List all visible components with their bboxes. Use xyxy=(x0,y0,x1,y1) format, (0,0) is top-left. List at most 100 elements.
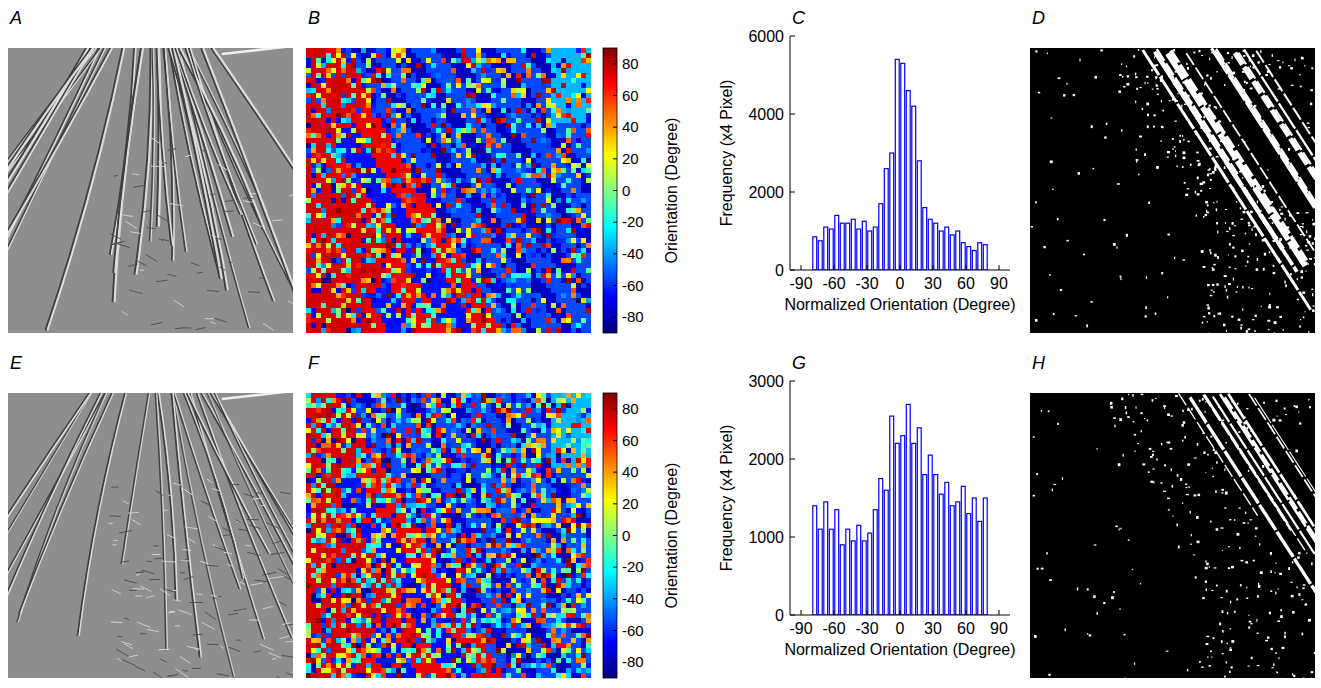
map-pixel xyxy=(451,118,456,123)
map-pixel xyxy=(331,108,336,113)
image-wrinkle xyxy=(288,301,293,308)
map-pixel xyxy=(521,153,526,158)
map-pixel xyxy=(581,108,586,113)
map-pixel xyxy=(471,158,476,163)
image-wrinkle xyxy=(225,200,234,201)
map-pixel xyxy=(581,183,586,188)
map-pixel xyxy=(481,183,486,188)
map-pixel xyxy=(501,108,506,113)
map-pixel xyxy=(461,48,466,53)
map-pixel xyxy=(501,133,506,138)
image-wrinkle xyxy=(167,149,176,150)
map-pixel xyxy=(381,138,386,143)
map-pixel xyxy=(411,73,416,78)
map-pixel xyxy=(526,73,531,78)
map-pixel xyxy=(436,73,441,78)
map-pixel xyxy=(426,78,431,83)
map-pixel xyxy=(306,203,311,208)
map-pixel xyxy=(476,108,481,113)
map-pixel xyxy=(401,68,406,73)
image-streak xyxy=(202,48,293,320)
map-pixel xyxy=(551,73,556,78)
map-pixel xyxy=(506,83,511,88)
map-pixel xyxy=(446,158,451,163)
map-pixel xyxy=(306,58,311,63)
map-pixel xyxy=(471,53,476,58)
map-pixel xyxy=(401,153,406,158)
map-pixel xyxy=(421,113,426,118)
map-pixel xyxy=(311,128,316,133)
map-pixel xyxy=(311,58,316,63)
image-wrinkle xyxy=(210,193,215,195)
map-pixel xyxy=(491,203,496,208)
map-pixel xyxy=(336,118,341,123)
map-pixel xyxy=(386,198,391,203)
map-pixel xyxy=(561,53,566,58)
map-pixel xyxy=(441,203,446,208)
map-pixel xyxy=(561,48,566,53)
map-pixel xyxy=(566,138,571,143)
map-pixel xyxy=(406,63,411,68)
map-pixel xyxy=(396,128,401,133)
map-pixel xyxy=(341,133,346,138)
map-pixel xyxy=(471,123,476,128)
map-pixel xyxy=(571,48,576,53)
map-pixel xyxy=(561,68,566,73)
map-pixel xyxy=(456,48,461,53)
map-pixel xyxy=(356,193,361,198)
map-pixel xyxy=(391,193,396,198)
map-pixel xyxy=(416,133,421,138)
map-pixel xyxy=(371,148,376,153)
map-pixel xyxy=(366,148,371,153)
map-pixel xyxy=(331,178,336,183)
map-pixel xyxy=(556,53,561,58)
map-pixel xyxy=(361,143,366,148)
image-wrinkle xyxy=(137,261,147,266)
map-pixel xyxy=(561,188,566,193)
map-pixel xyxy=(411,88,416,93)
image-wrinkle xyxy=(150,137,160,144)
map-pixel xyxy=(566,158,571,163)
map-pixel xyxy=(351,153,356,158)
map-pixel xyxy=(421,68,426,73)
map-pixel xyxy=(561,88,566,93)
map-pixel xyxy=(436,68,441,73)
image xyxy=(8,48,293,333)
map-pixel xyxy=(496,178,501,183)
map-pixel xyxy=(556,123,561,128)
map-pixel xyxy=(331,133,336,138)
map-pixel xyxy=(541,168,546,173)
map-pixel xyxy=(531,193,536,198)
map-pixel xyxy=(581,83,586,88)
map-pixel xyxy=(541,113,546,118)
map-pixel xyxy=(326,178,331,183)
map-pixel xyxy=(431,158,436,163)
map-pixel xyxy=(311,118,316,123)
map-pixel xyxy=(341,103,346,108)
map-pixel xyxy=(316,178,321,183)
map-pixel xyxy=(521,108,526,113)
map-pixel xyxy=(426,63,431,68)
map-pixel xyxy=(466,73,471,78)
map-pixel xyxy=(451,173,456,178)
map-pixel xyxy=(391,178,396,183)
map-pixel xyxy=(376,193,381,198)
map-pixel xyxy=(306,208,311,213)
map-pixel xyxy=(526,58,531,63)
map-pixel xyxy=(511,193,516,198)
map-pixel xyxy=(346,113,351,118)
image-wrinkle xyxy=(243,201,251,202)
map-pixel xyxy=(541,138,546,143)
image-wrinkle xyxy=(244,198,253,200)
map-pixel xyxy=(536,118,541,123)
map-pixel xyxy=(326,118,331,123)
map-pixel xyxy=(341,203,346,208)
image-streak xyxy=(8,48,94,304)
map-pixel xyxy=(341,93,346,98)
map-pixel xyxy=(376,138,381,143)
map-pixel xyxy=(401,63,406,68)
map-pixel xyxy=(326,93,331,98)
map-pixel xyxy=(336,178,341,183)
map-pixel xyxy=(571,63,576,68)
map-pixel xyxy=(341,78,346,83)
